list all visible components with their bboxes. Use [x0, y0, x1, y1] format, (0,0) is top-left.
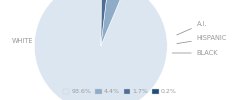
- Wedge shape: [101, 0, 109, 46]
- Wedge shape: [101, 0, 126, 46]
- Wedge shape: [34, 0, 167, 100]
- Text: A.I.: A.I.: [177, 21, 207, 35]
- Text: BLACK: BLACK: [172, 50, 218, 56]
- Text: WHITE: WHITE: [12, 38, 85, 44]
- Wedge shape: [101, 0, 102, 46]
- Text: HISPANIC: HISPANIC: [177, 35, 227, 44]
- Legend: 93.6%, 4.4%, 1.7%, 0.2%: 93.6%, 4.4%, 1.7%, 0.2%: [60, 86, 180, 97]
